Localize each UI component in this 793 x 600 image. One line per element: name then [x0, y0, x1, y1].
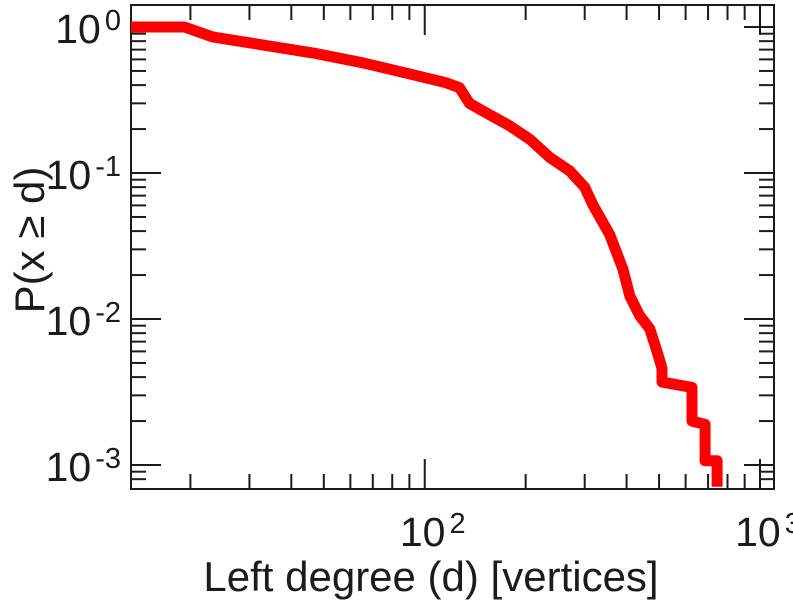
y-tick-label: 10 -3	[45, 443, 121, 490]
y-tick-label: 10 -2	[45, 297, 121, 344]
tick-exponent: 2	[449, 508, 466, 540]
x-axis-title: Left degree (d) [vertices]	[203, 553, 659, 600]
tick-exponent: 3	[784, 508, 793, 540]
ccdf-curve	[131, 21, 723, 487]
tick-exponent: -3	[95, 443, 121, 475]
tick-exponent: -1	[95, 151, 121, 183]
y-tick-label: 10 -1	[45, 151, 121, 198]
x-tick-label: 10 2	[399, 508, 466, 555]
y-tick-label: 10 0	[55, 5, 121, 52]
plot-frame	[130, 4, 775, 490]
tick-exponent: -2	[95, 297, 121, 329]
x-tick-label: 10 3	[735, 508, 793, 554]
tick-exponent: 0	[104, 5, 121, 37]
